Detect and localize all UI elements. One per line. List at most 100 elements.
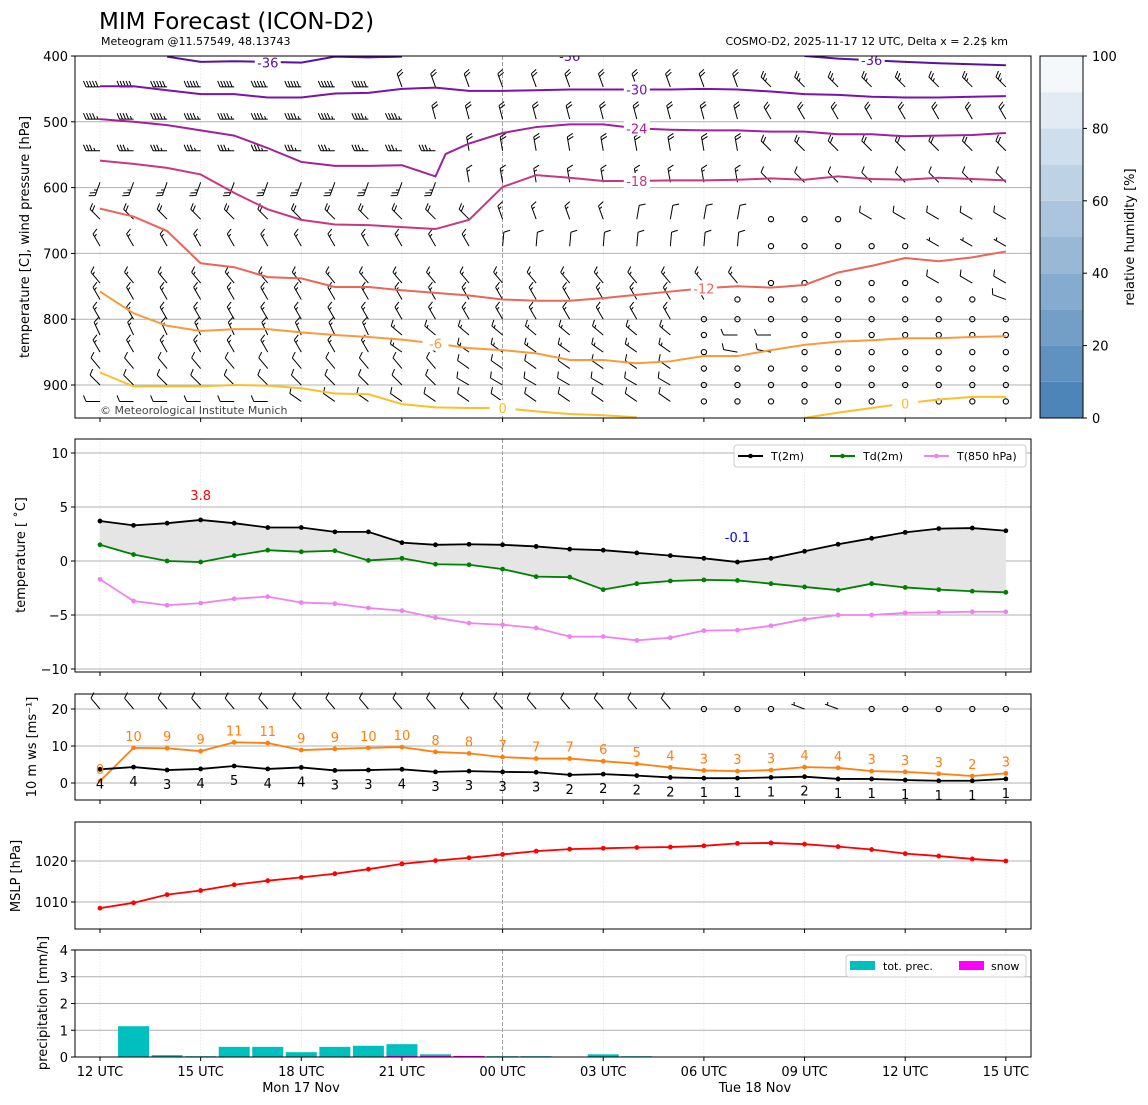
- wind-barb: [293, 301, 302, 320]
- mean-wind-series-point: [735, 775, 740, 781]
- mslp-series-point: [869, 847, 875, 852]
- calm-wind-circle: [834, 296, 842, 303]
- colorbar-tick-label: 100: [1092, 50, 1117, 65]
- gust-series-point: [735, 768, 740, 774]
- calm-wind-circle: [902, 279, 909, 287]
- calm-wind-circle: [734, 296, 741, 303]
- t2m-series-point: [667, 553, 673, 558]
- wind-barb: [928, 134, 940, 152]
- wind-barb: [157, 266, 168, 284]
- calm-wind-circle: [969, 365, 976, 372]
- calm-wind-circle: [935, 365, 942, 372]
- wind-barb: [93, 317, 101, 336]
- calm-wind-circle: [868, 398, 875, 405]
- wind-barb: [126, 281, 134, 300]
- wind-barb: [658, 386, 671, 402]
- calm-wind-circle: [734, 705, 741, 713]
- wind-barb: [424, 319, 436, 336]
- wind-barb: [931, 101, 940, 120]
- mean-wind-value-label: 2: [599, 782, 607, 797]
- x-tick-label: 09 UTC: [781, 1065, 827, 1080]
- wind-barb: [253, 56, 268, 57]
- wind-barb: [532, 101, 539, 120]
- wind-barb: [526, 692, 537, 710]
- mean-wind-value-label: 4: [96, 777, 104, 792]
- wind-barb: [457, 319, 470, 336]
- gust-series-point: [399, 744, 405, 750]
- t850-series-point: [433, 615, 438, 621]
- x-tick-label: 00 UTC: [479, 1065, 525, 1080]
- t850-series-point: [667, 635, 673, 641]
- gust-series-point: [1003, 770, 1009, 776]
- wind-barb: [284, 112, 302, 120]
- calm-wind-circle: [834, 398, 842, 405]
- wind-barb: [657, 371, 671, 386]
- wind-barb: [434, 56, 436, 57]
- wind-barb: [524, 319, 537, 336]
- wind-barb: [183, 112, 201, 120]
- td2m-series-point: [1003, 589, 1009, 595]
- wind-barb: [993, 205, 1007, 220]
- wind-barb: [530, 201, 537, 220]
- calm-wind-circle: [767, 381, 775, 389]
- wind-barb: [894, 134, 906, 152]
- wind-barb: [150, 112, 168, 120]
- mslp-series-point: [667, 844, 673, 850]
- precip-bar: [352, 1045, 384, 1057]
- mslp-series-point: [902, 851, 908, 857]
- wind-barb: [497, 69, 504, 88]
- wind-barb: [632, 101, 640, 120]
- mean-wind-value-label: 3: [498, 780, 506, 795]
- y-tick-label: −10: [41, 663, 68, 678]
- wind-barb: [760, 70, 772, 88]
- wind-barb: [85, 56, 100, 57]
- wind-barb: [961, 134, 973, 152]
- wind-barb: [123, 368, 134, 386]
- calm-wind-circle: [767, 216, 775, 223]
- wind-barb: [353, 56, 369, 57]
- isotherm-label-bg: [623, 81, 650, 97]
- wind-barb: [457, 386, 470, 402]
- calm-wind-circle: [734, 316, 741, 323]
- wind-barb: [183, 395, 201, 402]
- wind-ylabel: 10 m ws [ms⁻¹]: [25, 697, 40, 798]
- wind-barb: [194, 317, 202, 336]
- wind-barb: [250, 112, 268, 120]
- y-tick-label: 10: [51, 447, 68, 462]
- y-tick-label: 800: [43, 313, 68, 328]
- gust-series-point: [97, 778, 103, 784]
- t2m-series-point: [164, 520, 170, 526]
- wind-barb: [327, 228, 336, 247]
- wind-barb: [222, 182, 235, 197]
- t850-series-point: [835, 612, 841, 618]
- y-tick-label: −5: [49, 609, 68, 624]
- wind-barb: [591, 354, 604, 369]
- mean-wind-value-label: 1: [733, 786, 741, 801]
- colorbar-band: [1040, 345, 1083, 382]
- td2m-series-point: [902, 585, 908, 590]
- t2m-series-point: [802, 548, 807, 554]
- t2m-series-point: [198, 517, 204, 523]
- mean-wind-value-label: 3: [431, 780, 439, 795]
- legend-marker: [840, 453, 845, 459]
- wind-barb: [558, 319, 571, 336]
- calm-wind-circle: [868, 296, 875, 303]
- wind-barb: [152, 56, 168, 57]
- wind-barb: [358, 692, 369, 710]
- mslp-series-point: [600, 845, 606, 851]
- wind-barb: [566, 133, 574, 151]
- wind-barb: [662, 301, 671, 320]
- wind-barb: [528, 301, 537, 320]
- wind-barb: [593, 692, 604, 710]
- gust-value-label: 9: [331, 731, 339, 746]
- gust-series-point: [936, 771, 942, 777]
- calm-wind-circle: [767, 398, 775, 405]
- t850-series-point: [399, 608, 405, 614]
- wind-barb: [390, 319, 403, 336]
- precip-bar: [252, 1046, 284, 1057]
- wind-barb: [389, 386, 403, 402]
- wind-barb: [358, 351, 369, 369]
- wind-barb: [524, 386, 537, 402]
- wind-barb: [566, 164, 574, 183]
